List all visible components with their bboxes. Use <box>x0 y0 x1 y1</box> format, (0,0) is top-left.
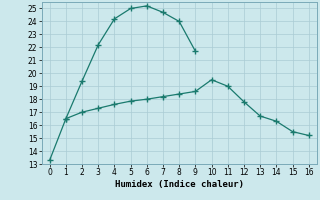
X-axis label: Humidex (Indice chaleur): Humidex (Indice chaleur) <box>115 180 244 189</box>
